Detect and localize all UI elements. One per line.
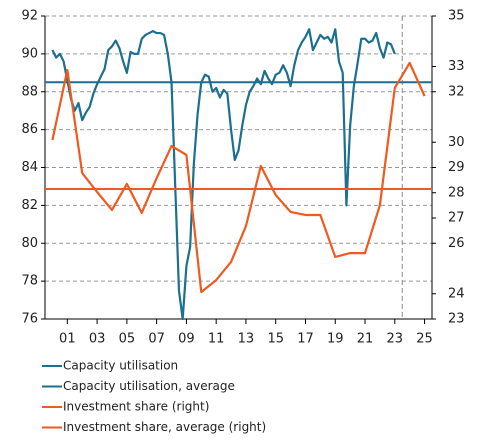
x-tick-label: 01 [59,332,76,347]
y-tick-label: 84 [21,160,38,175]
y2-tick-label: 30 [448,135,465,150]
y2-tick-label: 35 [448,9,465,24]
y-tick-label: 82 [21,198,38,213]
x-tick-label: 03 [89,332,106,347]
y2-tick-label: 24 [448,286,465,301]
y2-tick-label: 28 [448,185,465,200]
y-tick-label: 92 [21,9,38,24]
y2-tick-label: 26 [448,236,465,251]
x-tick-label: 21 [357,332,374,347]
x-tick-label: 13 [238,332,255,347]
x-tick-label: 19 [327,332,344,347]
y-tick-label: 80 [21,236,38,251]
series-line [51,28,396,321]
y2-tick-label: 32 [448,84,465,99]
y-tick-label: 88 [21,84,38,99]
x-tick-label: 23 [387,332,404,347]
y-tick-label: 86 [21,122,38,137]
y2-tick-label: 29 [448,160,465,175]
x-tick-label: 05 [119,332,136,347]
y-tick-label: 78 [21,274,38,289]
legend-label: Capacity utilisation, average [63,379,235,393]
legend-label: Investment share, average (right) [63,420,266,434]
series-line [51,61,426,294]
x-tick-label: 09 [178,332,195,347]
legend-label: Investment share (right) [63,400,209,414]
x-tick-label: 15 [267,332,284,347]
x-tick-label: 07 [148,332,165,347]
y2-tick-label: 33 [448,59,465,74]
y-tick-label: 76 [21,312,38,327]
y-tick-label: 90 [21,46,38,61]
y2-tick-label: 23 [448,312,465,327]
x-tick-label: 25 [416,332,433,347]
y2-tick-label: 27 [448,211,465,226]
legend-label: Capacity utilisation [63,359,178,373]
x-tick-label: 11 [208,332,225,347]
x-tick-label: 17 [297,332,314,347]
